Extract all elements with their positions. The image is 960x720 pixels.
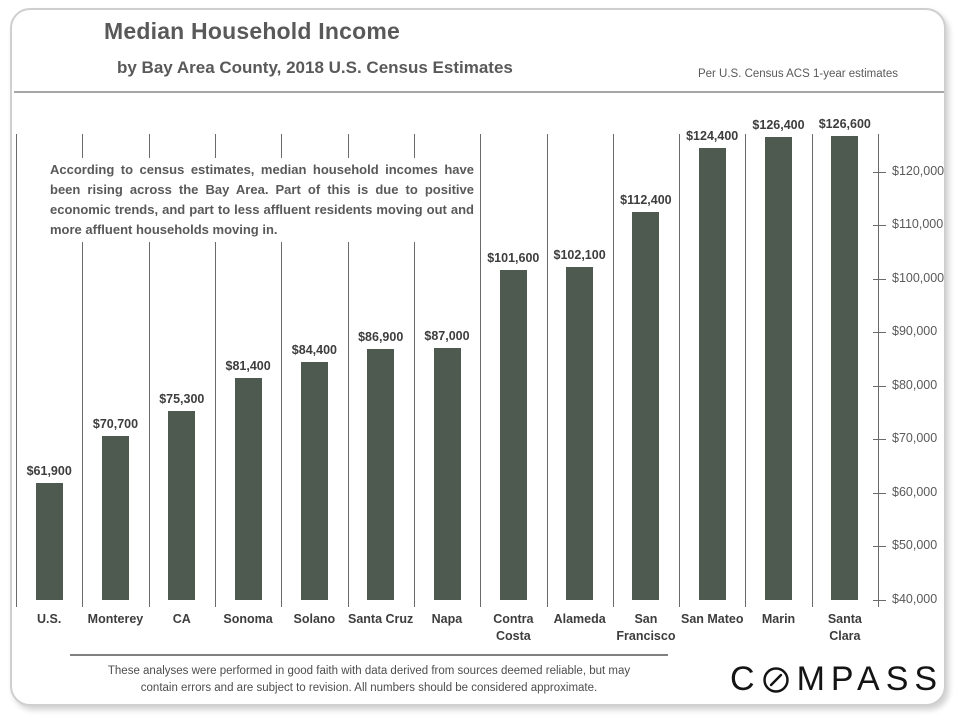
bar-solano xyxy=(300,362,328,600)
bar-value-label-santa-clara: $126,600 xyxy=(818,117,871,132)
bar-sonoma xyxy=(234,378,262,600)
y-axis-tick xyxy=(873,332,886,334)
bar-marin xyxy=(765,137,792,600)
y-axis-tick-label: $40,000 xyxy=(892,592,938,606)
x-axis-label-ca: CA xyxy=(172,612,191,626)
bar-santa-clara xyxy=(831,136,859,600)
bar-napa xyxy=(433,348,461,600)
x-axis-label-u-s: U.S. xyxy=(36,612,62,626)
y-axis-tick-label: $60,000 xyxy=(892,484,938,499)
x-axis-label-santa-clara: Santa Clara xyxy=(827,612,862,643)
bar-ca xyxy=(168,410,196,600)
gridline xyxy=(148,134,150,607)
x-axis-label-santa-cruz: Santa Cruz xyxy=(348,612,414,626)
y-axis-tick-label: $110,000 xyxy=(892,217,944,232)
y-axis-tick xyxy=(873,171,886,173)
x-axis-label-napa: Napa xyxy=(431,612,463,626)
disclaimer-line-1: These analyses were performed in good fa… xyxy=(107,665,631,677)
y-axis-tick xyxy=(873,385,886,387)
y-axis-tick-label: $80,000 xyxy=(892,377,938,392)
gridline xyxy=(679,134,681,607)
x-axis-label-monterey: Monterey xyxy=(87,612,144,626)
gridline xyxy=(811,134,813,607)
x-axis-label-marin: Marin xyxy=(761,612,796,626)
value-axis-line xyxy=(878,134,879,607)
bar-value-label-contra-costa: $101,600 xyxy=(487,251,540,266)
x-axis-label-san-francisco: San Francisco xyxy=(616,612,676,643)
bar-u-s xyxy=(35,482,63,600)
gridline xyxy=(413,134,415,607)
footer-disclaimer: These analyses were performed in good fa… xyxy=(70,663,668,697)
bar-value-label-napa: $87,000 xyxy=(424,329,470,344)
bar-value-label-solano: $84,400 xyxy=(291,343,337,358)
gridline xyxy=(480,134,482,607)
gridline xyxy=(612,134,614,607)
gridline xyxy=(281,134,283,607)
bar-value-label-alameda: $102,100 xyxy=(553,248,606,263)
gridline xyxy=(82,134,84,607)
bar-value-label-san-mateo: $124,400 xyxy=(686,128,739,143)
gridline xyxy=(546,134,548,607)
bar-value-label-monterey: $70,700 xyxy=(92,416,139,431)
compass-logo: C MPASS xyxy=(730,660,943,699)
header-divider xyxy=(14,91,944,93)
x-axis-label-sonoma: Sonoma xyxy=(223,612,273,626)
chart-title: Median Household Income xyxy=(104,18,400,44)
y-axis-tick-label: $90,000 xyxy=(892,324,938,339)
gridline xyxy=(214,134,216,607)
y-axis-tick-label: $100,000 xyxy=(892,270,945,285)
compass-slashed-o-icon xyxy=(761,665,791,695)
bar-contra-costa xyxy=(499,270,527,600)
y-axis-tick xyxy=(873,439,886,441)
bar-san-mateo xyxy=(698,147,726,600)
y-axis-tick xyxy=(873,225,886,227)
chart-subtitle: by Bay Area County, 2018 U.S. Census Est… xyxy=(117,58,513,77)
y-axis-tick-label: $120,000 xyxy=(892,163,945,178)
chart-annotation: According to census estimates, median ho… xyxy=(48,158,476,242)
disclaimer-line-2: contain errors and are subject to revisi… xyxy=(140,682,598,694)
y-axis-tick xyxy=(873,492,886,494)
logo-letter-c: C xyxy=(730,660,761,698)
bar-santa-cruz xyxy=(367,348,395,600)
bar-value-label-ca: $75,300 xyxy=(159,391,205,406)
bar-value-label-sonoma: $81,400 xyxy=(225,359,271,374)
bar-value-label-san-francisco: $112,400 xyxy=(620,193,672,208)
bar-san-francisco xyxy=(632,212,660,600)
footer-divider xyxy=(70,654,668,656)
bar-value-label-u-s: $61,900 xyxy=(26,463,72,478)
logo-letters-mpass: MPASS xyxy=(796,660,944,698)
y-axis-tick xyxy=(873,278,886,280)
gridline xyxy=(745,134,747,607)
y-axis-tick xyxy=(873,600,886,601)
gridline xyxy=(16,134,17,607)
y-axis-tick-label: $70,000 xyxy=(892,431,938,446)
x-axis-label-solano: Solano xyxy=(293,612,336,626)
source-note: Per U.S. Census ACS 1-year estimates xyxy=(697,68,898,80)
bar-value-label-santa-cruz: $86,900 xyxy=(358,329,404,344)
gridline xyxy=(347,134,349,607)
bar-alameda xyxy=(566,267,594,600)
bar-monterey xyxy=(102,435,129,600)
bar-value-label-marin: $126,400 xyxy=(752,118,805,133)
x-axis-label-san-mateo: San Mateo xyxy=(680,612,744,626)
y-axis-tick-label: $50,000 xyxy=(892,538,938,553)
y-axis-tick xyxy=(873,546,886,548)
x-axis-label-alameda: Alameda xyxy=(553,612,606,626)
x-axis-label-contra-costa: Contra Costa xyxy=(493,612,534,643)
